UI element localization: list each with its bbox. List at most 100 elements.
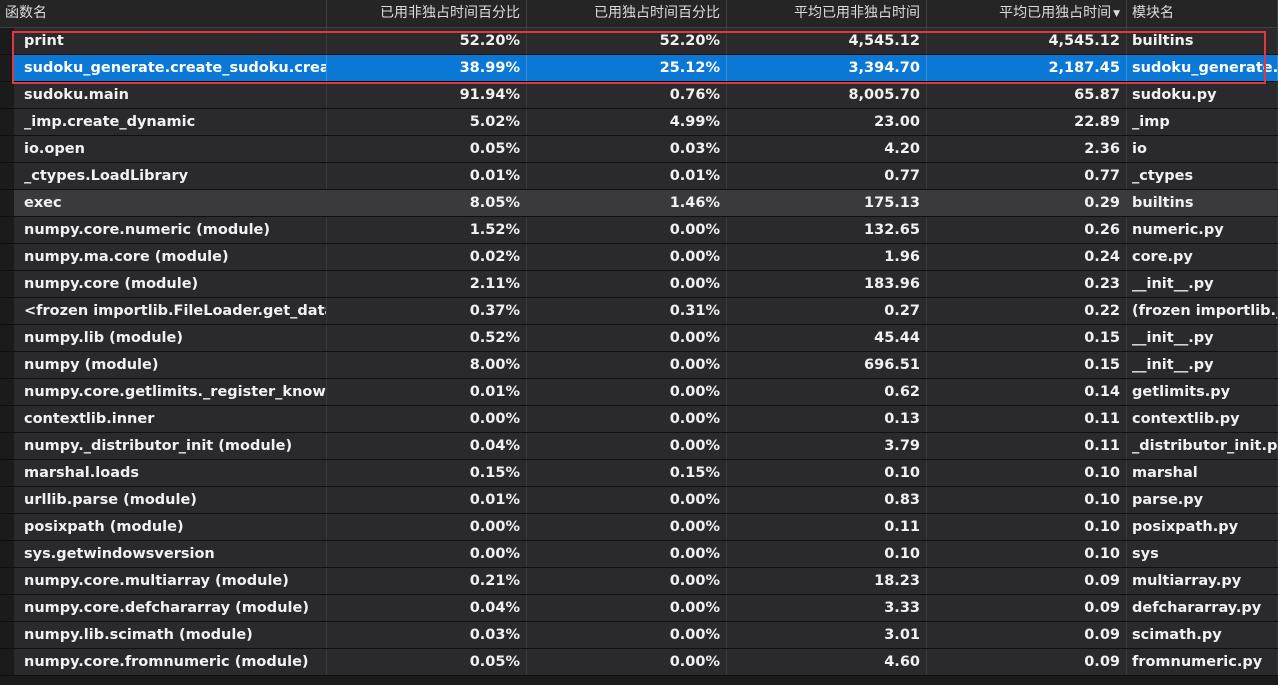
row-gutter [0, 271, 14, 297]
function-name-cell: sudoku.main [0, 82, 327, 108]
avg-exclusive-cell: 0.10 [927, 460, 1127, 486]
exclusive-pct-cell: 0.00% [527, 568, 727, 594]
column-header-module-name[interactable]: 模块名 [1127, 0, 1278, 27]
module-name-cell: (frozen importlib._ [1127, 298, 1278, 324]
avg-inclusive-cell: 23.00 [727, 109, 927, 135]
row-gutter [0, 352, 14, 378]
avg-inclusive-cell: 45.44 [727, 325, 927, 351]
table-row[interactable]: posixpath (module) 0.00% 0.00% 0.11 0.10 posi… [0, 514, 1278, 541]
table-row[interactable]: sys.getwindowsversion 0.00% 0.00% 0.10 0.10 s… [0, 541, 1278, 568]
avg-inclusive-cell: 0.13 [727, 406, 927, 432]
inclusive-pct-cell: 0.04% [327, 595, 527, 621]
table-row[interactable]: urllib.parse (module) 0.01% 0.00% 0.83 0.10 p… [0, 487, 1278, 514]
table-row[interactable]: numpy.lib (module) 0.52% 0.00% 45.44 0.15 __i… [0, 325, 1278, 352]
row-gutter [0, 433, 14, 459]
inclusive-pct-cell: 2.11% [327, 271, 527, 297]
function-name-cell: sys.getwindowsversion [0, 541, 327, 567]
module-name-cell: scimath.py [1127, 622, 1278, 648]
exclusive-pct-cell: 52.20% [527, 28, 727, 54]
table-row[interactable]: numpy.core.multiarray (module) 0.21% 0.00%… [0, 568, 1278, 595]
table-row[interactable]: print 52.20% 52.20% 4,545.12 4,545.12 builtin… [0, 28, 1278, 55]
avg-inclusive-cell: 0.27 [727, 298, 927, 324]
table-row[interactable]: sudoku_generate.create_sudoku.create 38.9… [0, 55, 1278, 82]
row-gutter [0, 595, 14, 621]
table-row[interactable]: _ctypes.LoadLibrary 0.01% 0.01% 0.77 0.77 _ct… [0, 163, 1278, 190]
avg-exclusive-cell: 0.10 [927, 514, 1127, 540]
column-header-label: 平均已用独占时间 [999, 5, 1112, 21]
column-header-label: 已用非独占时间百分比 [380, 5, 520, 21]
avg-inclusive-cell: 0.10 [727, 460, 927, 486]
avg-inclusive-cell: 132.65 [727, 217, 927, 243]
row-gutter [0, 460, 14, 486]
table-row[interactable]: numpy.ma.core (module) 0.02% 0.00% 1.96 0.24… [0, 244, 1278, 271]
table-row[interactable]: numpy.lib.scimath (module) 0.03% 0.00% 3.01… [0, 622, 1278, 649]
row-gutter [0, 406, 14, 432]
inclusive-pct-cell: 5.02% [327, 109, 527, 135]
exclusive-pct-cell: 0.00% [527, 406, 727, 432]
avg-inclusive-cell: 4.60 [727, 649, 927, 675]
table-row[interactable]: numpy._distributor_init (module) 0.04% 0.0… [0, 433, 1278, 460]
avg-inclusive-cell: 183.96 [727, 271, 927, 297]
avg-exclusive-cell: 4,545.12 [927, 28, 1127, 54]
table-row[interactable]: io.open 0.05% 0.03% 4.20 2.36 io [0, 136, 1278, 163]
table-row[interactable]: numpy.core.defchararray (module) 0.04% 0.0… [0, 595, 1278, 622]
exclusive-pct-cell: 0.00% [527, 352, 727, 378]
module-name-cell: posixpath.py [1127, 514, 1278, 540]
function-name-cell: numpy.ma.core (module) [0, 244, 327, 270]
column-header-avg-inclusive[interactable]: 平均已用非独占时间 [727, 0, 927, 27]
inclusive-pct-cell: 8.00% [327, 352, 527, 378]
row-gutter [0, 649, 14, 675]
table-row[interactable]: <frozen importlib.FileLoader.get_data 0.3… [0, 298, 1278, 325]
module-name-cell: sys [1127, 541, 1278, 567]
table-row[interactable]: numpy.core.numeric (module) 1.52% 0.00% 132… [0, 217, 1278, 244]
table-row[interactable]: exec 8.05% 1.46% 175.13 0.29 builtins [0, 190, 1278, 217]
exclusive-pct-cell: 0.01% [527, 163, 727, 189]
avg-exclusive-cell: 22.89 [927, 109, 1127, 135]
module-name-cell: __init__.py [1127, 325, 1278, 351]
inclusive-pct-cell: 0.04% [327, 433, 527, 459]
avg-inclusive-cell: 0.10 [727, 541, 927, 567]
avg-exclusive-cell: 0.24 [927, 244, 1127, 270]
inclusive-pct-cell: 0.05% [327, 136, 527, 162]
avg-inclusive-cell: 696.51 [727, 352, 927, 378]
function-name-cell: _imp.create_dynamic [0, 109, 327, 135]
row-gutter [0, 514, 14, 540]
avg-inclusive-cell: 0.77 [727, 163, 927, 189]
exclusive-pct-cell: 25.12% [527, 55, 727, 81]
module-name-cell: __init__.py [1127, 271, 1278, 297]
inclusive-pct-cell: 0.01% [327, 487, 527, 513]
column-header-avg-exclusive[interactable]: 平均已用独占时间 ▼ [927, 0, 1127, 27]
table-row[interactable]: numpy.core.getlimits._register_know… 0.01… [0, 379, 1278, 406]
column-header-inclusive-pct[interactable]: 已用非独占时间百分比 [327, 0, 527, 27]
module-name-cell: core.py [1127, 244, 1278, 270]
avg-exclusive-cell: 0.15 [927, 352, 1127, 378]
function-name-cell: numpy.core.defchararray (module) [0, 595, 327, 621]
avg-exclusive-cell: 0.11 [927, 433, 1127, 459]
column-header-exclusive-pct[interactable]: 已用独占时间百分比 [527, 0, 727, 27]
exclusive-pct-cell: 0.00% [527, 541, 727, 567]
avg-inclusive-cell: 3.79 [727, 433, 927, 459]
exclusive-pct-cell: 0.76% [527, 82, 727, 108]
column-header-label: 函数名 [5, 5, 47, 21]
function-name-cell: numpy.core.numeric (module) [0, 217, 327, 243]
avg-inclusive-cell: 1.96 [727, 244, 927, 270]
table-row[interactable]: sudoku.main 91.94% 0.76% 8,005.70 65.87 sudok… [0, 82, 1278, 109]
table-row[interactable]: marshal.loads 0.15% 0.15% 0.10 0.10 marshal [0, 460, 1278, 487]
avg-inclusive-cell: 175.13 [727, 190, 927, 216]
table-row[interactable]: contextlib.inner 0.00% 0.00% 0.13 0.11 contex… [0, 406, 1278, 433]
avg-inclusive-cell: 0.62 [727, 379, 927, 405]
column-header-function-name[interactable]: 函数名 [0, 0, 327, 27]
module-name-cell: __init__.py [1127, 352, 1278, 378]
table-row[interactable]: _imp.create_dynamic 5.02% 4.99% 23.00 22.89 _… [0, 109, 1278, 136]
function-name-cell: io.open [0, 136, 327, 162]
inclusive-pct-cell: 0.15% [327, 460, 527, 486]
function-name-cell: numpy.core.fromnumeric (module) [0, 649, 327, 675]
table-row[interactable]: numpy (module) 8.00% 0.00% 696.51 0.15 __init… [0, 352, 1278, 379]
function-name-cell: contextlib.inner [0, 406, 327, 432]
module-name-cell: io [1127, 136, 1278, 162]
table-row[interactable]: numpy.core (module) 2.11% 0.00% 183.96 0.23 _… [0, 271, 1278, 298]
function-name-cell: sudoku_generate.create_sudoku.create [0, 55, 327, 81]
module-name-cell: parse.py [1127, 487, 1278, 513]
table-row[interactable]: numpy.core.fromnumeric (module) 0.05% 0.00… [0, 649, 1278, 676]
inclusive-pct-cell: 0.37% [327, 298, 527, 324]
